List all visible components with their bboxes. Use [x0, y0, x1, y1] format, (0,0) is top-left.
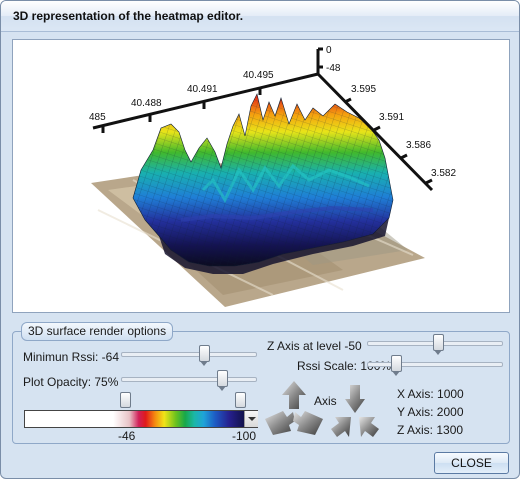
rssi-scale-track[interactable]	[367, 362, 503, 367]
axis-expand-arrows-icon[interactable]	[263, 381, 325, 439]
plot-opacity-track[interactable]	[121, 377, 257, 382]
surface-3d-render: 485 40.488 40.491 40.495 3.595 3.591 3.5…	[89, 45, 456, 307]
min-rssi-track[interactable]	[121, 352, 257, 357]
color-gradient-bar[interactable]	[24, 410, 258, 428]
gradient-low-thumb[interactable]	[120, 392, 131, 408]
y-tick-label: 3.586	[406, 140, 431, 151]
close-button[interactable]: CLOSE	[434, 452, 509, 474]
min-rssi-label: Minimun Rssi: -64	[23, 350, 120, 364]
x-tick-label: 40.495	[243, 70, 274, 81]
y-axis-line	[316, 72, 434, 192]
z-axis-level-label: Z Axis at level -50	[267, 339, 362, 353]
y-tick-label: 3.591	[379, 112, 404, 123]
x-tick-label: 485	[89, 112, 106, 123]
gradient-high-label: -100	[232, 429, 257, 443]
y-axis-value: Y Axis: 2000	[397, 405, 464, 419]
plot-opacity-label: Plot Opacity: 75%	[23, 375, 119, 389]
plot-opacity-slider-thumb[interactable]	[216, 370, 228, 391]
y-tick-label: 3.582	[431, 168, 456, 179]
gradient-high-thumb[interactable]	[235, 392, 246, 408]
y-tick-label: 3.595	[351, 84, 376, 95]
axis-label: Axis	[314, 394, 337, 408]
render-options-legend: 3D surface render options	[21, 322, 174, 341]
gradient-dropdown-button[interactable]	[244, 411, 258, 427]
window-title: 3D representation of the heatmap editor.	[13, 9, 244, 23]
x-axis-line	[92, 72, 319, 133]
z-axis-level-slider-thumb[interactable]	[433, 334, 445, 355]
gradient-low-label: -46	[118, 429, 136, 443]
axis-collapse-arrows-icon[interactable]	[329, 383, 381, 439]
x-axis-value: X Axis: 1000	[397, 387, 464, 401]
x-tick-label: 40.491	[187, 84, 218, 95]
z-tick-label: 0	[326, 45, 332, 56]
rssi-scale-slider-thumb[interactable]	[391, 355, 403, 376]
surface-viewport[interactable]: 485 40.488 40.491 40.495 3.595 3.591 3.5…	[12, 39, 510, 313]
z-axis-value: Z Axis: 1300	[397, 423, 464, 437]
render-options-group	[12, 331, 510, 444]
z-axis-line	[316, 47, 323, 74]
min-rssi-slider-thumb[interactable]	[199, 345, 211, 366]
title-bar: 3D representation of the heatmap editor.	[1, 1, 519, 32]
z-tick-label: -48	[326, 63, 341, 74]
x-tick-label: 40.488	[131, 98, 162, 109]
